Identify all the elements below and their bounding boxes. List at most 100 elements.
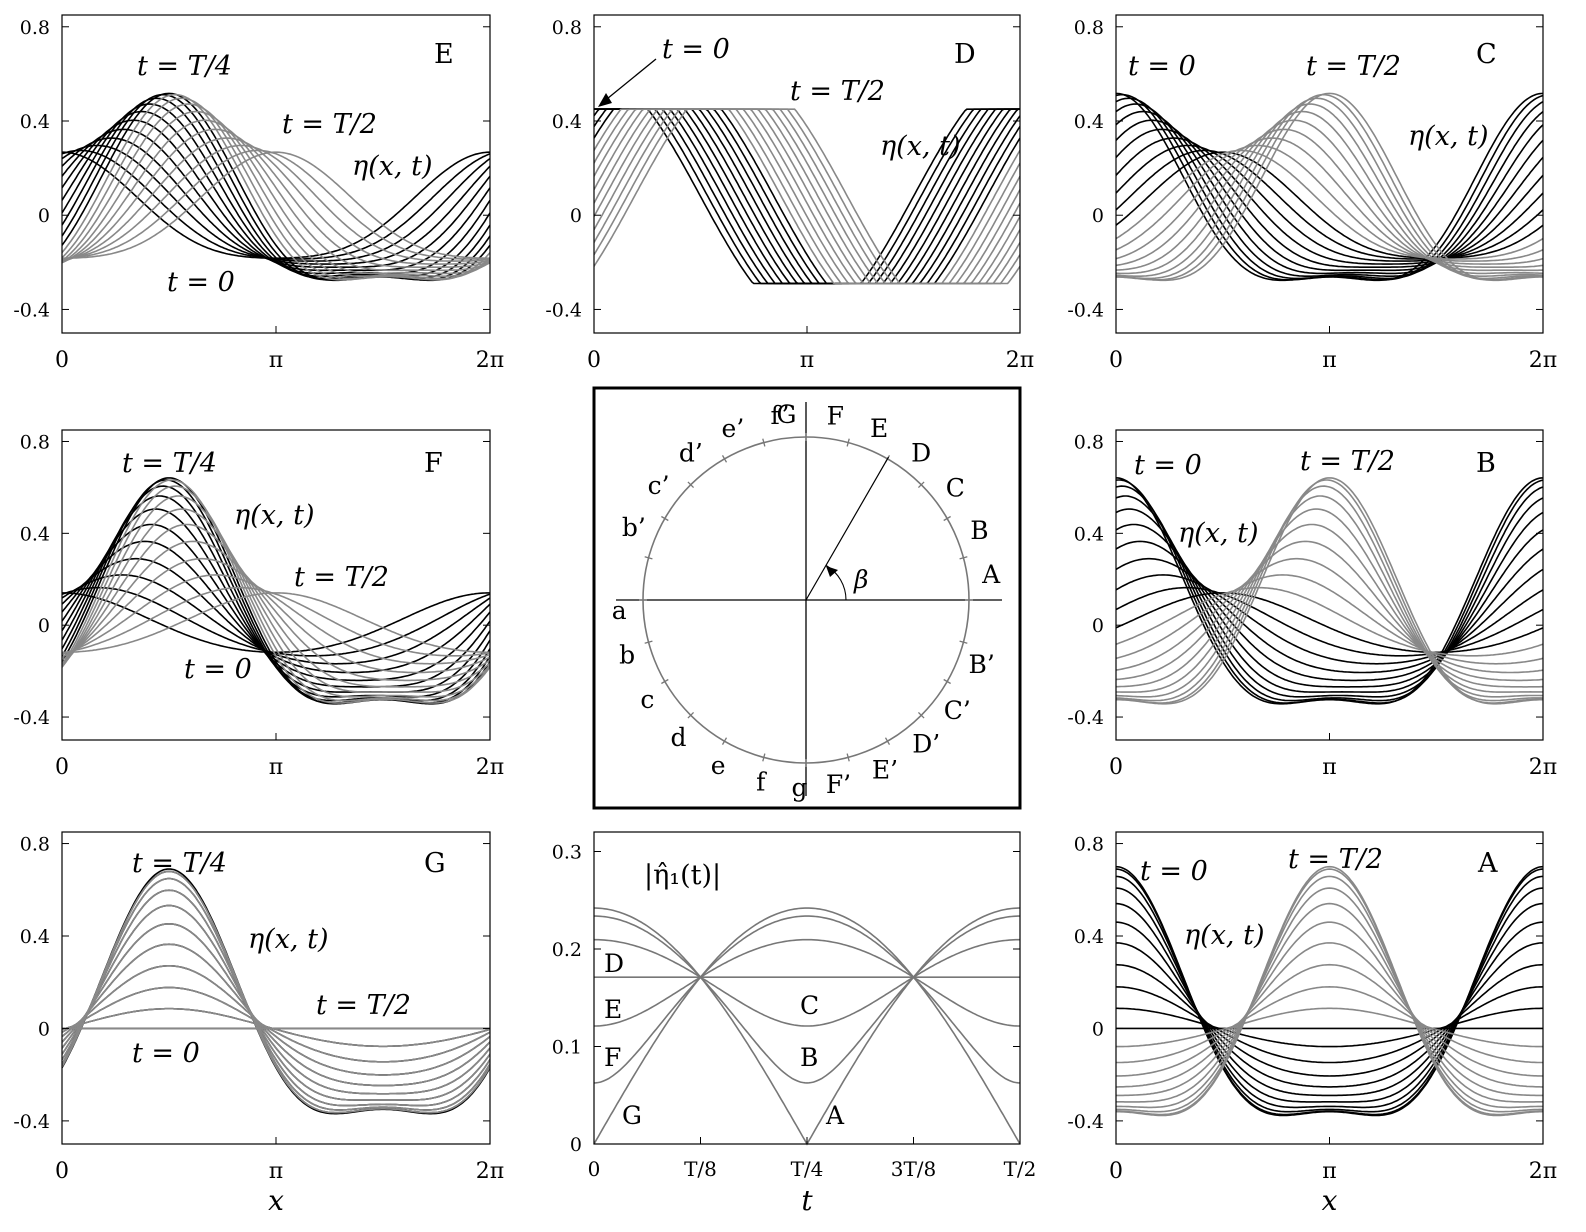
- y-tick-label: 0: [570, 205, 582, 227]
- wave-curve: [1116, 97, 1543, 280]
- wave-curve: [1116, 921, 1543, 1097]
- circle-point-label: g: [791, 773, 807, 802]
- wave-curve: [1116, 92, 1543, 282]
- wave-curve: [1116, 902, 1543, 1103]
- wave-curve: [1116, 137, 1543, 265]
- circle-point-label: d’: [679, 439, 703, 468]
- series-label: D: [604, 949, 624, 978]
- y-tick-label: 0.8: [20, 431, 50, 453]
- y-tick-label: 0.4: [20, 523, 50, 545]
- series-label: B: [800, 1043, 818, 1072]
- x-axis-label: x: [1322, 1184, 1338, 1217]
- y-tick-label: -0.4: [13, 707, 50, 729]
- wave-curve: [62, 904, 490, 1101]
- wave-curve: [1116, 942, 1543, 1088]
- y-tick-label: 0.8: [1074, 431, 1104, 453]
- label-zero: t = 0: [1140, 856, 1208, 887]
- wave-curve: [62, 1007, 490, 1048]
- x-tick-label: π: [1322, 755, 1336, 780]
- wave-curve: [1116, 523, 1543, 688]
- chart-title: |η̂₁(t)|: [644, 860, 721, 891]
- label-zero: t = 0: [1128, 51, 1196, 82]
- panel-C: -0.4 0 0.4 0.8 0 π 2π Ct = 0 t = T/2 η(x, t): [1067, 14, 1557, 373]
- wave-curve: [1116, 119, 1543, 272]
- curves-G: [62, 868, 490, 1115]
- series-label: F: [604, 1043, 621, 1072]
- circle-point-label: a: [612, 596, 627, 625]
- circle-tick: [644, 640, 653, 644]
- wave-curve: [1116, 586, 1543, 657]
- wave-curve: [1116, 110, 1543, 275]
- x-tick-label: 2π: [476, 755, 504, 780]
- x-tick-label: 2π: [476, 348, 504, 373]
- wave-curve: [62, 137, 490, 265]
- wave-curve: [1116, 557, 1543, 674]
- y-tick-label: -0.4: [1067, 299, 1104, 321]
- arrow-head: [598, 93, 612, 107]
- wave-curve: [62, 540, 490, 682]
- circle-tick: [762, 753, 766, 762]
- y-tick-label: 0: [1092, 1018, 1104, 1040]
- wave-curve: [62, 151, 490, 260]
- y-tick-label: 0.8: [20, 17, 50, 39]
- x-axis-label: x: [268, 1184, 284, 1217]
- series-label: E: [604, 995, 622, 1024]
- y-tick-label: 0.8: [20, 834, 50, 856]
- wave-curve: [1116, 495, 1543, 698]
- circle-tick: [721, 455, 728, 463]
- wave-curve: [62, 868, 490, 1115]
- y-tick-label: 0.4: [20, 926, 50, 948]
- label-quarter: t = T/4: [122, 448, 217, 479]
- wave-curve: [62, 508, 490, 693]
- wave-curve: [62, 870, 490, 1114]
- x-tick-label: T/4: [791, 1157, 824, 1181]
- wave-curve: [62, 110, 490, 275]
- x-tick-label: 2π: [476, 1159, 504, 1184]
- wave-curve: [1116, 963, 1543, 1077]
- label-eta: η(x, t): [248, 924, 329, 955]
- y-tick-label: 0.2: [552, 939, 582, 961]
- x-tick-label: T/2: [1004, 1157, 1037, 1181]
- y-tick-label: 0.4: [1074, 523, 1104, 545]
- label-half: t = T/2: [294, 562, 389, 593]
- circle-tick: [917, 481, 925, 489]
- curves-A: [1116, 865, 1543, 1117]
- label-zero: t = 0: [167, 267, 235, 298]
- curves-D: [594, 108, 1020, 285]
- circle-point-label: d: [670, 723, 686, 752]
- wave-curve: [62, 523, 490, 688]
- circle-point-label: A: [981, 560, 1001, 589]
- wave-curve: [1116, 865, 1543, 1117]
- wave-curve: [1116, 1007, 1543, 1048]
- wave-curve: [1116, 887, 1543, 1109]
- wave-curve: [1116, 963, 1543, 1077]
- panel-E: -0.4 0 0.4 0.8 0 π 2π Et = T/4 t = T/2 t = 0 η(x, …: [13, 14, 504, 373]
- wave-curve: [1116, 485, 1543, 702]
- y-tick-label: 0.8: [1074, 17, 1104, 39]
- x-tick-label: 0: [587, 348, 601, 373]
- wave-curve: [1116, 144, 1543, 262]
- circle-point-label: E: [870, 414, 888, 443]
- circle-point-label: f: [756, 767, 767, 796]
- wave-curve: [1116, 985, 1543, 1064]
- label-eta: η(x, t): [1184, 920, 1265, 951]
- wave-curve: [62, 119, 490, 272]
- wave-curve: [1116, 144, 1543, 262]
- y-tick-label: -0.4: [13, 1111, 50, 1133]
- label-zero: t = 0: [662, 34, 730, 65]
- wave-curve: [62, 144, 490, 262]
- wave-curve: [1116, 128, 1543, 269]
- panel-letter: C: [1476, 39, 1497, 70]
- label-zero: t = 0: [132, 1038, 200, 1069]
- x-tick-label: T/8: [684, 1157, 717, 1181]
- y-tick-label: 0.8: [552, 17, 582, 39]
- wave-curve: [62, 557, 490, 674]
- wave-curve: [1116, 875, 1543, 1113]
- wave-curve: [62, 103, 490, 278]
- series-line-G: [593, 907, 1021, 1145]
- pointer-arrow: [601, 58, 657, 104]
- circle-point-label: b’: [622, 513, 646, 542]
- wave-curve: [1116, 508, 1543, 693]
- y-tick-label: 0: [38, 615, 50, 637]
